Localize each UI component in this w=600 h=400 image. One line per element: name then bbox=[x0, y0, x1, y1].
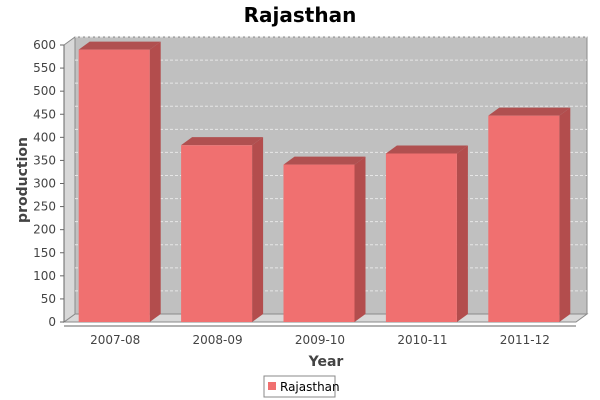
y-axis-label: production bbox=[15, 137, 31, 223]
y-tick-label: 300 bbox=[33, 177, 56, 191]
bar-2010-11 bbox=[385, 145, 468, 322]
bar-front bbox=[78, 49, 150, 322]
bar-front bbox=[283, 164, 355, 322]
y-tick-label: 100 bbox=[33, 269, 56, 283]
x-tick-label: 2011-12 bbox=[500, 333, 550, 347]
bar-front bbox=[385, 153, 457, 322]
bar-2009-10 bbox=[283, 156, 366, 322]
y-tick-label: 350 bbox=[33, 153, 56, 167]
x-tick-label: 2008-09 bbox=[193, 333, 243, 347]
y-tick-label: 250 bbox=[33, 200, 56, 214]
bar-front bbox=[181, 145, 253, 322]
y-tick-label: 0 bbox=[48, 315, 56, 329]
bar-top bbox=[283, 156, 366, 165]
y-tick-label: 500 bbox=[33, 84, 56, 98]
x-axis: 2007-08 2008-09 2009-10 2010-11 2011-12 bbox=[64, 325, 576, 347]
bar-side bbox=[252, 137, 264, 322]
legend-label: Rajasthan bbox=[280, 380, 340, 394]
bar-front bbox=[488, 115, 560, 322]
y-tick-label: 200 bbox=[33, 223, 56, 237]
legend: Rajasthan bbox=[263, 375, 340, 398]
y-tick-label: 400 bbox=[33, 130, 56, 144]
bar-2007-08 bbox=[78, 41, 161, 322]
plot-side-wall bbox=[63, 36, 76, 323]
bars bbox=[78, 41, 571, 322]
x-axis-label: Year bbox=[308, 354, 344, 370]
y-tick-label: 600 bbox=[33, 38, 56, 52]
bar-top bbox=[78, 41, 161, 50]
y-axis: 0 50 100 150 200 250 300 350 400 450 500 550 600 bbox=[33, 38, 65, 329]
legend-swatch bbox=[268, 382, 276, 390]
bar-side bbox=[354, 156, 366, 322]
y-tick-label: 550 bbox=[33, 61, 56, 75]
y-tick-label: 150 bbox=[33, 246, 56, 260]
bar-side bbox=[456, 145, 468, 322]
bar-top bbox=[181, 137, 264, 146]
bar-2008-09 bbox=[181, 137, 264, 322]
bar-top bbox=[488, 107, 571, 116]
x-tick-label: 2007-08 bbox=[90, 333, 140, 347]
x-tick-label: 2010-11 bbox=[397, 333, 447, 347]
bar-side bbox=[559, 107, 571, 322]
y-tick-label: 450 bbox=[33, 107, 56, 121]
bar-2011-12 bbox=[488, 107, 571, 322]
bar-side bbox=[149, 41, 161, 322]
bar-top bbox=[385, 145, 468, 154]
x-tick-label: 2009-10 bbox=[295, 333, 345, 347]
legend-box bbox=[263, 375, 336, 398]
y-tick-label: 50 bbox=[41, 292, 56, 306]
chart-title: Rajasthan bbox=[244, 3, 357, 27]
